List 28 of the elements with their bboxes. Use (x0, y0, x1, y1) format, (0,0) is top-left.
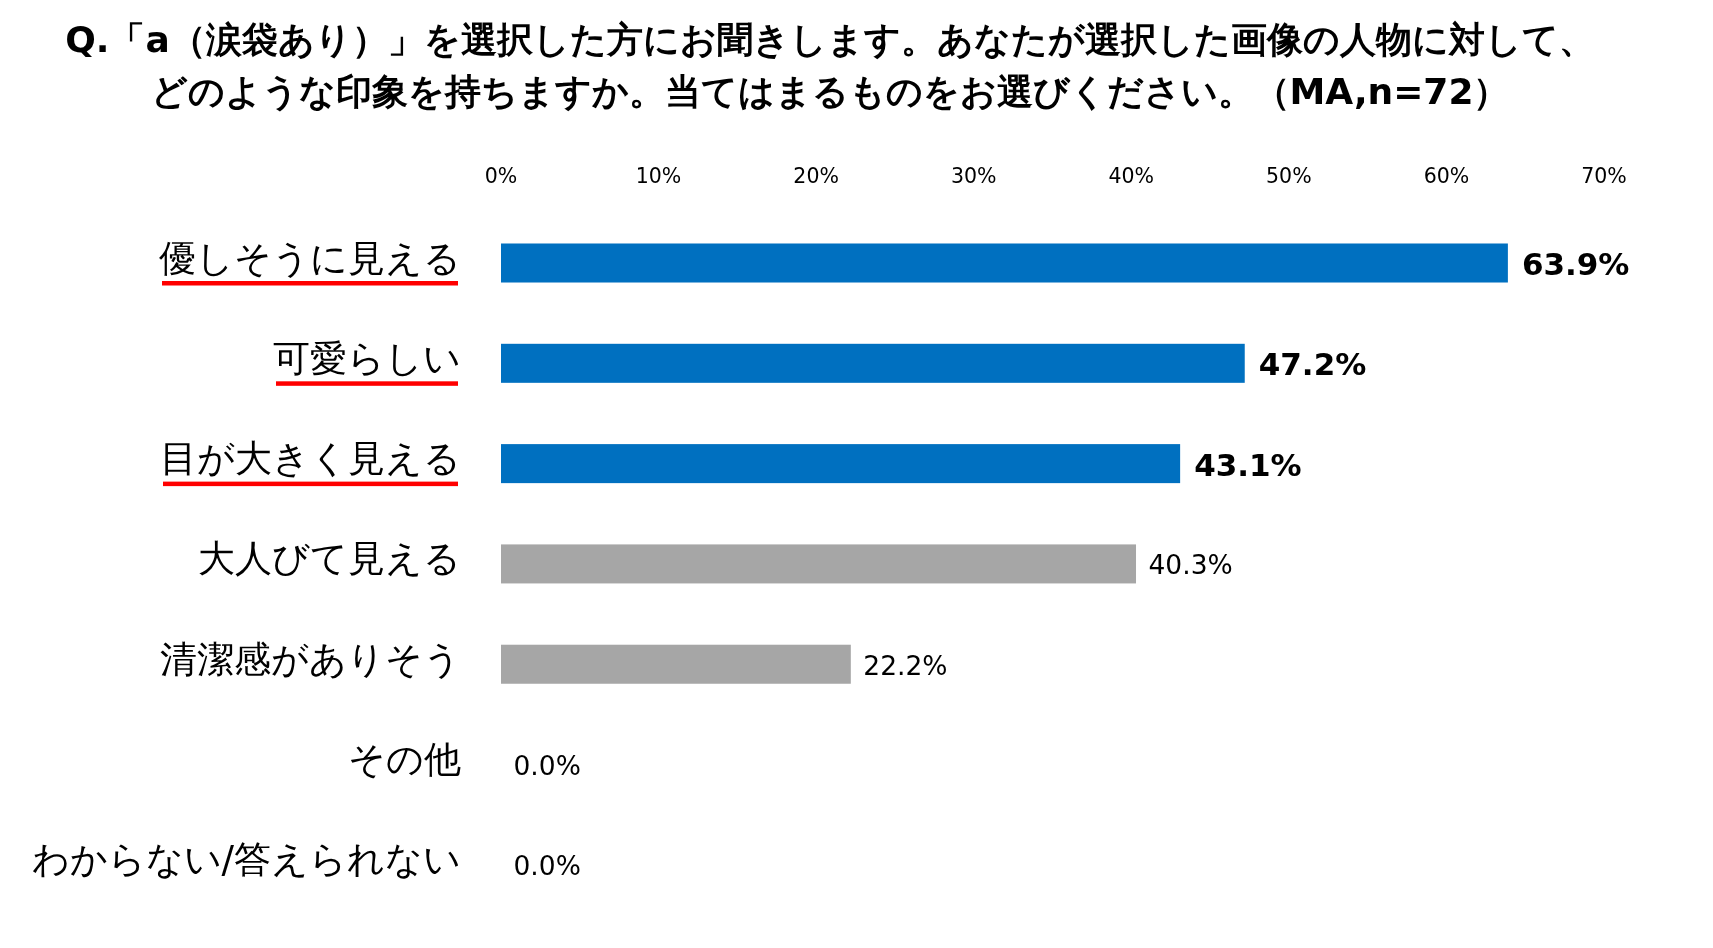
y-tick-label: わからない/答えられない (31, 838, 461, 882)
data-label: 0.0% (513, 850, 581, 882)
bar (501, 243, 1508, 283)
bar (501, 343, 1245, 383)
x-tick-label: 50% (1266, 164, 1312, 188)
x-tick-label: 40% (1108, 164, 1155, 188)
x-tick-label: 30% (950, 164, 997, 188)
bar (501, 444, 1181, 484)
x-tick-label: 60% (1423, 164, 1470, 188)
y-tick-label: 目が大きく見える (160, 437, 461, 481)
x-tick-label: 20% (793, 164, 839, 188)
x-tick-label: 0% (484, 164, 518, 188)
bar (501, 644, 851, 684)
y-tick-label: その他 (348, 738, 461, 782)
x-tick-label: 10% (635, 164, 682, 188)
y-tick-label: 可愛らしい (273, 336, 461, 380)
data-label: 47.2% (1258, 346, 1367, 383)
data-label: 63.9% (1521, 246, 1630, 282)
x-tick-label: 70% (1581, 164, 1627, 188)
data-label: 0.0% (513, 750, 581, 782)
data-label: 43.1% (1194, 446, 1302, 483)
data-label: 40.3% (1148, 549, 1233, 581)
data-label: 22.2% (863, 649, 948, 681)
bar (501, 544, 1137, 584)
title: Q.「a（涙袋あり）」を選択した方にお聞きします。あなたが選択した画像の人物に対して、どのような印象を持ちますか。当てはまるものをお選びください。（MA,n=72） (64, 18, 1596, 114)
y-tick-label: 優しそうに見える (159, 236, 461, 280)
y-tick-label: 大人びて見える (198, 537, 461, 581)
y-tick-label: 清潔感がありそう (160, 637, 461, 681)
